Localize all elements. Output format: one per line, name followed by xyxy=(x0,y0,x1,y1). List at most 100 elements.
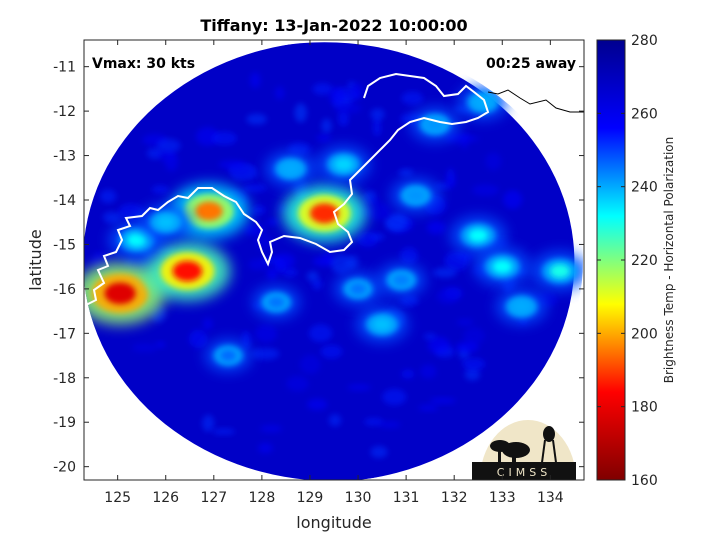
speckle-cell xyxy=(155,341,166,348)
vmax-annotation: Vmax: 30 kts xyxy=(92,56,195,72)
plot-area xyxy=(84,40,584,480)
speckle-cell xyxy=(400,294,419,307)
speckle-cell xyxy=(423,333,437,340)
cimss-logo: CIMSS xyxy=(472,420,576,480)
speckle-cell xyxy=(503,190,523,209)
y-tick-label: -16 xyxy=(53,282,76,298)
speckle-cell xyxy=(328,414,342,427)
colorbar-tick-label: 240 xyxy=(631,180,658,196)
speckle-cell xyxy=(246,113,267,125)
x-tick-label: 126 xyxy=(152,490,179,506)
speckle-cell xyxy=(251,347,280,360)
speckle-cell xyxy=(328,87,345,105)
chart-title: Tiffany: 13-Jan-2022 10:00:00 xyxy=(200,16,467,35)
speckle-cell xyxy=(420,364,437,379)
speckle-cell xyxy=(102,211,121,224)
speckle-cell xyxy=(218,160,245,170)
y-tick-label: -18 xyxy=(53,371,76,387)
speckle-cell xyxy=(379,420,401,429)
speckle-cell xyxy=(399,247,419,264)
speckle-cell xyxy=(472,184,500,196)
colorbar-tick-label: 260 xyxy=(631,106,658,122)
speckle-cell xyxy=(99,189,117,204)
speckle-cell xyxy=(463,327,485,345)
convective-feature xyxy=(139,204,192,240)
speckle-cell xyxy=(485,152,502,171)
speckle-cell xyxy=(446,176,456,189)
convective-feature xyxy=(450,216,506,255)
convective-feature xyxy=(317,146,371,183)
speckle-cell xyxy=(427,336,450,354)
speckle-cell xyxy=(426,220,446,235)
speckle-cell xyxy=(337,109,349,127)
colorbar: 280 260 240 220 200 180 160 Brightness Temp - … xyxy=(596,33,676,489)
convective-feature xyxy=(531,251,583,291)
speckle-cell xyxy=(347,383,371,391)
convective-feature xyxy=(496,289,547,324)
speckle-cell xyxy=(384,213,408,232)
x-tick-label: 134 xyxy=(537,490,564,506)
speckle-cell xyxy=(462,357,486,371)
speckle-cell xyxy=(312,256,336,267)
speckle-cell xyxy=(321,118,332,134)
y-tick-label: -20 xyxy=(53,460,76,476)
speckle-cell xyxy=(151,185,169,194)
speckle-cell xyxy=(211,131,237,146)
speckle-cell xyxy=(351,83,364,100)
coastline xyxy=(85,72,490,306)
convective-feature xyxy=(205,339,252,372)
x-tick-label: 130 xyxy=(345,490,372,506)
speckle-cell xyxy=(274,86,285,100)
speckle-cell xyxy=(307,398,328,411)
convective-feature xyxy=(282,184,367,243)
speckle-cell xyxy=(370,445,388,459)
x-tick-label: 125 xyxy=(104,490,131,506)
colorbar-tick-label: 160 xyxy=(631,473,658,489)
convective-feature xyxy=(265,151,316,187)
speckle-cell xyxy=(401,369,415,379)
axes-frame xyxy=(83,39,585,481)
speckle-cell xyxy=(266,267,278,280)
speckle-cell xyxy=(254,324,278,343)
speckle-cell xyxy=(382,388,407,406)
speckle-cell xyxy=(312,83,333,95)
convective-feature xyxy=(144,241,231,301)
speckle-cell xyxy=(464,368,481,381)
speckle-cell xyxy=(308,324,333,343)
speckle-cell xyxy=(401,91,424,105)
speckle-cell xyxy=(418,404,439,412)
x-tick-label: 129 xyxy=(297,490,324,506)
speckle-cell xyxy=(372,117,382,137)
y-axis: -11 -12 -13 -14 -15 -16 -17 -18 -19 -20 xyxy=(53,60,584,476)
time-away-annotation: 00:25 away xyxy=(486,56,576,72)
convective-feature xyxy=(252,286,300,319)
speckle-cell xyxy=(242,184,267,193)
speckle-cell xyxy=(359,198,382,205)
speckle-cell xyxy=(202,414,215,432)
speckle-cell xyxy=(249,72,261,88)
speckle-cell xyxy=(286,375,309,392)
cimss-logo-text: CIMSS xyxy=(497,466,551,479)
y-tick-label: -19 xyxy=(53,415,76,431)
speckle-cell xyxy=(436,288,459,304)
speckle-cell xyxy=(320,344,343,359)
coastline-outside xyxy=(487,89,584,113)
speckle-cell xyxy=(258,442,273,454)
y-tick-label: -12 xyxy=(53,104,76,120)
speckle-cell xyxy=(370,233,385,240)
speckle-cell xyxy=(132,343,158,353)
convective-feature xyxy=(334,272,382,306)
speckle-cell xyxy=(294,103,308,123)
speckle-cell xyxy=(212,428,236,435)
speckle-cell xyxy=(433,267,457,278)
speckle-cell xyxy=(252,205,266,215)
speckle-cell xyxy=(266,218,280,225)
y-axis-label: latitude xyxy=(26,229,45,290)
speckle-cell xyxy=(299,354,321,375)
convective-features xyxy=(84,84,583,372)
convective-feature xyxy=(457,84,509,120)
y-tick-label: -11 xyxy=(53,60,76,76)
speckle-cell xyxy=(188,329,208,349)
convective-feature xyxy=(410,107,460,142)
